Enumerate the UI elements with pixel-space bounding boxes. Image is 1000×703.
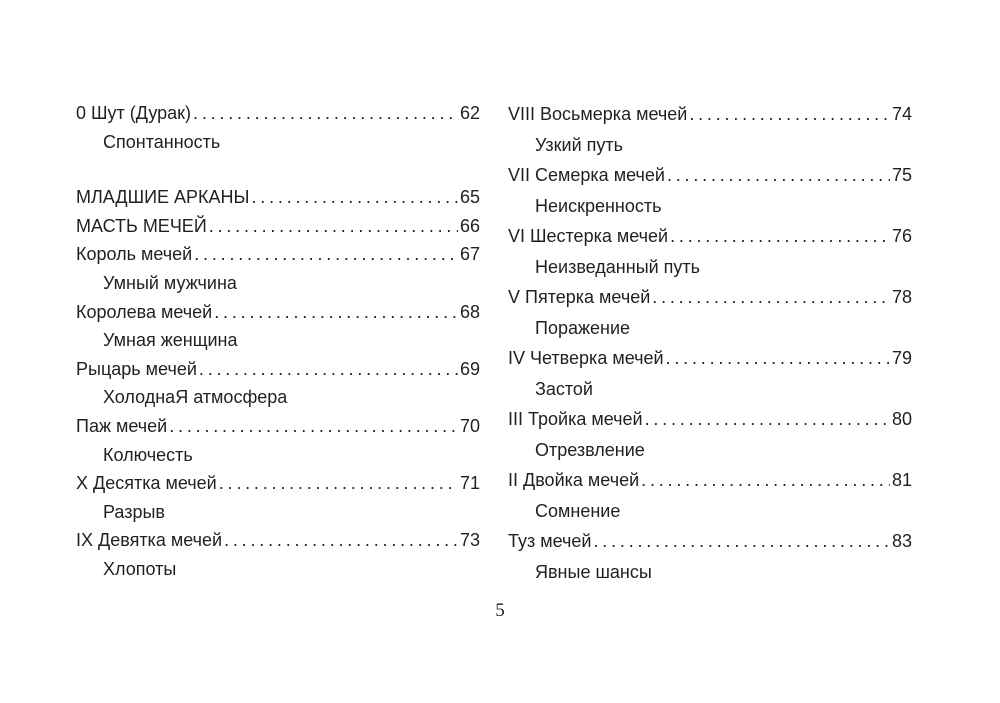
toc-entry-page: 65 — [459, 187, 480, 208]
toc-left-column: 0 Шут (Дурак) 62 Спонтанность МЛАДШИЕ АРКАН… — [76, 99, 480, 584]
toc-entry: Рыцарь мечей 69 — [76, 355, 480, 384]
toc-entry-title: Король мечей — [76, 244, 193, 265]
toc-entry-title: Паж мечей — [76, 415, 168, 436]
dot-leader — [670, 221, 890, 252]
toc-subtitle: Колючесть — [103, 444, 193, 465]
dot-leader — [219, 469, 458, 498]
toc-entry-page: 68 — [459, 301, 480, 322]
toc-entry: Королева мечей 68 — [76, 298, 480, 327]
toc-entry: V Пятерка мечей 78 — [508, 282, 912, 313]
toc-entry-title: 0 Шут (Дурак) — [76, 103, 192, 123]
dot-leader — [667, 160, 890, 191]
toc-subtitle: Спонтанность — [103, 131, 221, 152]
toc-subtitle: Застой — [535, 378, 593, 399]
toc-entry-page: 70 — [459, 415, 480, 436]
toc-entry-title: Королева мечей — [76, 301, 213, 322]
toc-entry-page: 73 — [459, 530, 480, 551]
dot-leader — [641, 465, 890, 496]
toc-entry-title: V Пятерка мечей — [508, 287, 651, 307]
toc-subtitle: Поражение — [535, 317, 631, 338]
toc-entry: Король мечей 67 — [76, 240, 480, 269]
dot-leader — [224, 526, 458, 555]
dot-leader — [689, 99, 890, 130]
toc-entry: 0 Шут (Дурак) 62 — [76, 99, 480, 128]
dot-leader — [593, 526, 889, 557]
dot-leader — [251, 183, 457, 212]
toc-entry: II Двойка мечей 81 — [508, 465, 912, 496]
toc-entry-page: 62 — [459, 103, 480, 123]
toc-subtitle: Сомнение — [535, 500, 621, 521]
toc-entry: X Десятка мечей 71 — [76, 469, 480, 498]
toc-entry: МАСТЬ МЕЧЕЙ 66 — [76, 212, 480, 241]
dot-leader — [209, 212, 458, 241]
toc-entry-title: IX Девятка мечей — [76, 530, 223, 551]
toc-entry-title: IV Четверка мечей — [508, 348, 664, 368]
toc-subtitle: ХолоднаЯ атмосфера — [103, 387, 288, 408]
toc-entry-page: 83 — [891, 531, 912, 551]
toc-entry: IV Четверка мечей 79 — [508, 343, 912, 374]
toc-entry-title: Рыцарь мечей — [76, 358, 197, 379]
toc-entry-page: 79 — [891, 348, 912, 368]
toc-entry: VIII Восьмерка мечей 74 — [508, 99, 912, 130]
toc-entry: МЛАДШИЕ АРКАНЫ 65 — [76, 183, 480, 212]
toc-entry-page: 74 — [891, 104, 912, 124]
toc-subtitle: Умная женщина — [103, 330, 238, 351]
dot-leader — [199, 355, 458, 384]
toc-entry-title: VII Семерка мечей — [508, 165, 665, 185]
toc-subtitle: Разрыв — [103, 501, 165, 522]
dot-leader — [169, 412, 458, 441]
toc-entry: Туз мечей 83 — [508, 526, 912, 557]
toc-entry-page: 81 — [891, 470, 912, 490]
toc-entry-page: 71 — [459, 473, 480, 494]
dot-leader — [193, 99, 458, 128]
spacer — [76, 156, 480, 183]
toc-right-column: VIII Восьмерка мечей 74 Узкий путь VII Семе… — [508, 99, 912, 587]
toc-entry: Паж мечей 70 — [76, 412, 480, 441]
dot-leader — [194, 240, 458, 269]
toc-entry-title: МАСТЬ МЕЧЕЙ — [76, 215, 207, 236]
toc-entry-page: 67 — [459, 244, 480, 265]
toc-entry: VII Семерка мечей 75 — [508, 160, 912, 191]
toc-entry-title: VIII Восьмерка мечей — [508, 104, 688, 124]
toc-subtitle: Явные шансы — [535, 561, 652, 582]
toc-entry-page: 80 — [891, 409, 912, 429]
dot-leader — [652, 282, 890, 313]
toc-subtitle: Узкий путь — [535, 134, 624, 155]
dot-leader — [214, 298, 458, 327]
toc-subtitle: Отрезвление — [535, 439, 645, 460]
page-number: 5 — [495, 600, 505, 621]
toc-entry-title: X Десятка мечей — [76, 473, 217, 494]
toc-entry-page: 78 — [891, 287, 912, 307]
toc-entry-title: III Тройка мечей — [508, 409, 643, 429]
toc-entry-page: 66 — [459, 215, 480, 236]
toc-entry-title: Туз мечей — [508, 531, 592, 551]
dot-leader — [666, 343, 890, 374]
toc-entry-title: II Двойка мечей — [508, 470, 640, 490]
toc-entry-title: МЛАДШИЕ АРКАНЫ — [76, 187, 250, 208]
toc-subtitle: Умный мужчина — [103, 272, 237, 293]
toc-entry: VI Шестерка мечей 76 — [508, 221, 912, 252]
toc-entry-page: 69 — [459, 358, 480, 379]
toc-entry-page: 75 — [891, 165, 912, 185]
toc-subtitle: Хлопоты — [103, 558, 177, 579]
toc-subtitle: Неизведанный путь — [535, 256, 701, 277]
toc-subtitle: Неискренность — [535, 195, 662, 216]
toc-entry: IX Девятка мечей 73 — [76, 526, 480, 555]
toc-entry-title: VI Шестерка мечей — [508, 226, 669, 246]
toc-entry: III Тройка мечей 80 — [508, 404, 912, 435]
toc-entry-page: 76 — [891, 226, 912, 246]
dot-leader — [645, 404, 890, 435]
